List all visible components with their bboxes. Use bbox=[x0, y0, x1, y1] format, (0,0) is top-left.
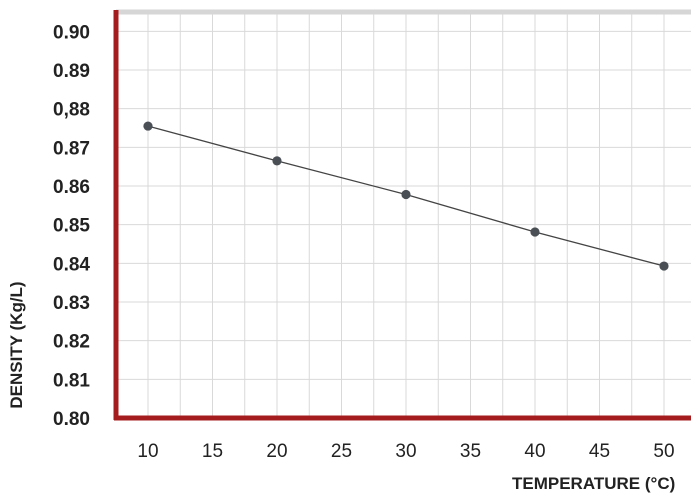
x-tick-label: 40 bbox=[524, 441, 545, 462]
y-tick-label: 0.86 bbox=[53, 177, 90, 198]
data-point bbox=[659, 261, 669, 271]
x-tick-label: 25 bbox=[331, 441, 352, 462]
y-axis-title: DENSITY (Kg/L) bbox=[7, 281, 26, 408]
data-point bbox=[530, 227, 540, 237]
y-tick-label: 0,88 bbox=[53, 100, 90, 121]
y-tick-labels: 0.80 0.81 0.82 0.83 0.84 0.85 0.86 0.87 0,88 0.89… bbox=[53, 22, 90, 430]
y-tick-label: 0.84 bbox=[53, 254, 90, 275]
x-tick-label: 50 bbox=[653, 441, 674, 462]
grid-lines bbox=[116, 12, 691, 419]
x-tick-label: 45 bbox=[589, 441, 610, 462]
y-tick-label: 0.81 bbox=[53, 370, 90, 391]
y-tick-label: 0.87 bbox=[53, 138, 90, 159]
y-tick-label: 0.82 bbox=[53, 332, 90, 353]
y-tick-label: 0.89 bbox=[53, 61, 90, 82]
x-tick-label: 10 bbox=[137, 441, 158, 462]
series-group bbox=[143, 121, 669, 271]
data-point bbox=[143, 121, 153, 131]
y-tick-label: 0.83 bbox=[53, 293, 90, 314]
axes bbox=[113, 10, 691, 421]
y-tick-label: 0.85 bbox=[53, 216, 90, 237]
data-point bbox=[272, 156, 282, 166]
x-tick-label: 30 bbox=[395, 441, 416, 462]
x-tick-label: 20 bbox=[266, 441, 287, 462]
x-axis-title: TEMPERATURE (°C) bbox=[512, 474, 675, 493]
y-tick-label: 0.80 bbox=[53, 409, 90, 430]
x-tick-label: 15 bbox=[202, 441, 223, 462]
x-tick-label: 35 bbox=[460, 441, 481, 462]
data-point bbox=[401, 189, 411, 200]
y-tick-label: 0.90 bbox=[53, 22, 90, 43]
x-tick-labels: 10 15 20 25 30 35 40 45 50 bbox=[137, 441, 674, 462]
